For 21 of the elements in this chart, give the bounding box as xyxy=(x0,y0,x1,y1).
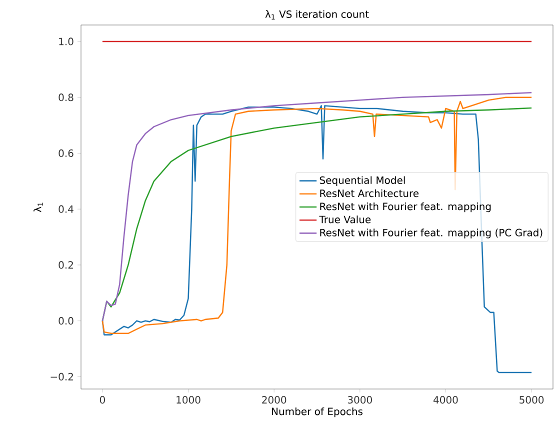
legend-label: ResNet Architecture xyxy=(320,189,419,198)
x-tick-label: 1000 xyxy=(176,396,200,404)
y-tick-label: 0.0 xyxy=(58,317,74,325)
legend-label: ResNet with Fourier feat. mapping xyxy=(320,202,491,212)
x-tick-label: 2000 xyxy=(262,396,286,404)
legend-label: ResNet with Fourier feat. mapping (PC Grad) xyxy=(320,228,542,238)
y-tick-label: 0.8 xyxy=(58,94,74,102)
legend-label: True Value xyxy=(319,216,371,224)
x-tick-label: 4000 xyxy=(433,396,458,404)
y-tick-label: 0.2 xyxy=(58,261,73,269)
y-tick-label: −0.2 xyxy=(50,372,73,380)
x-axis-title: Number of Epochs xyxy=(272,407,363,418)
chart-title: λ$_{1}$ VS iteration count xyxy=(265,10,369,20)
y-tick-label: 0.4 xyxy=(58,205,74,213)
y-tick-label: 1.0 xyxy=(59,38,74,46)
x-tick-label: 5000 xyxy=(520,396,544,404)
y-axis-title: λ$_{1}$ xyxy=(34,202,43,212)
legend-label: Sequential Model xyxy=(320,176,405,186)
x-tick-label: 0 xyxy=(100,396,105,404)
y-tick-label: 0.6 xyxy=(58,149,74,158)
x-tick-label: 3000 xyxy=(348,396,372,404)
